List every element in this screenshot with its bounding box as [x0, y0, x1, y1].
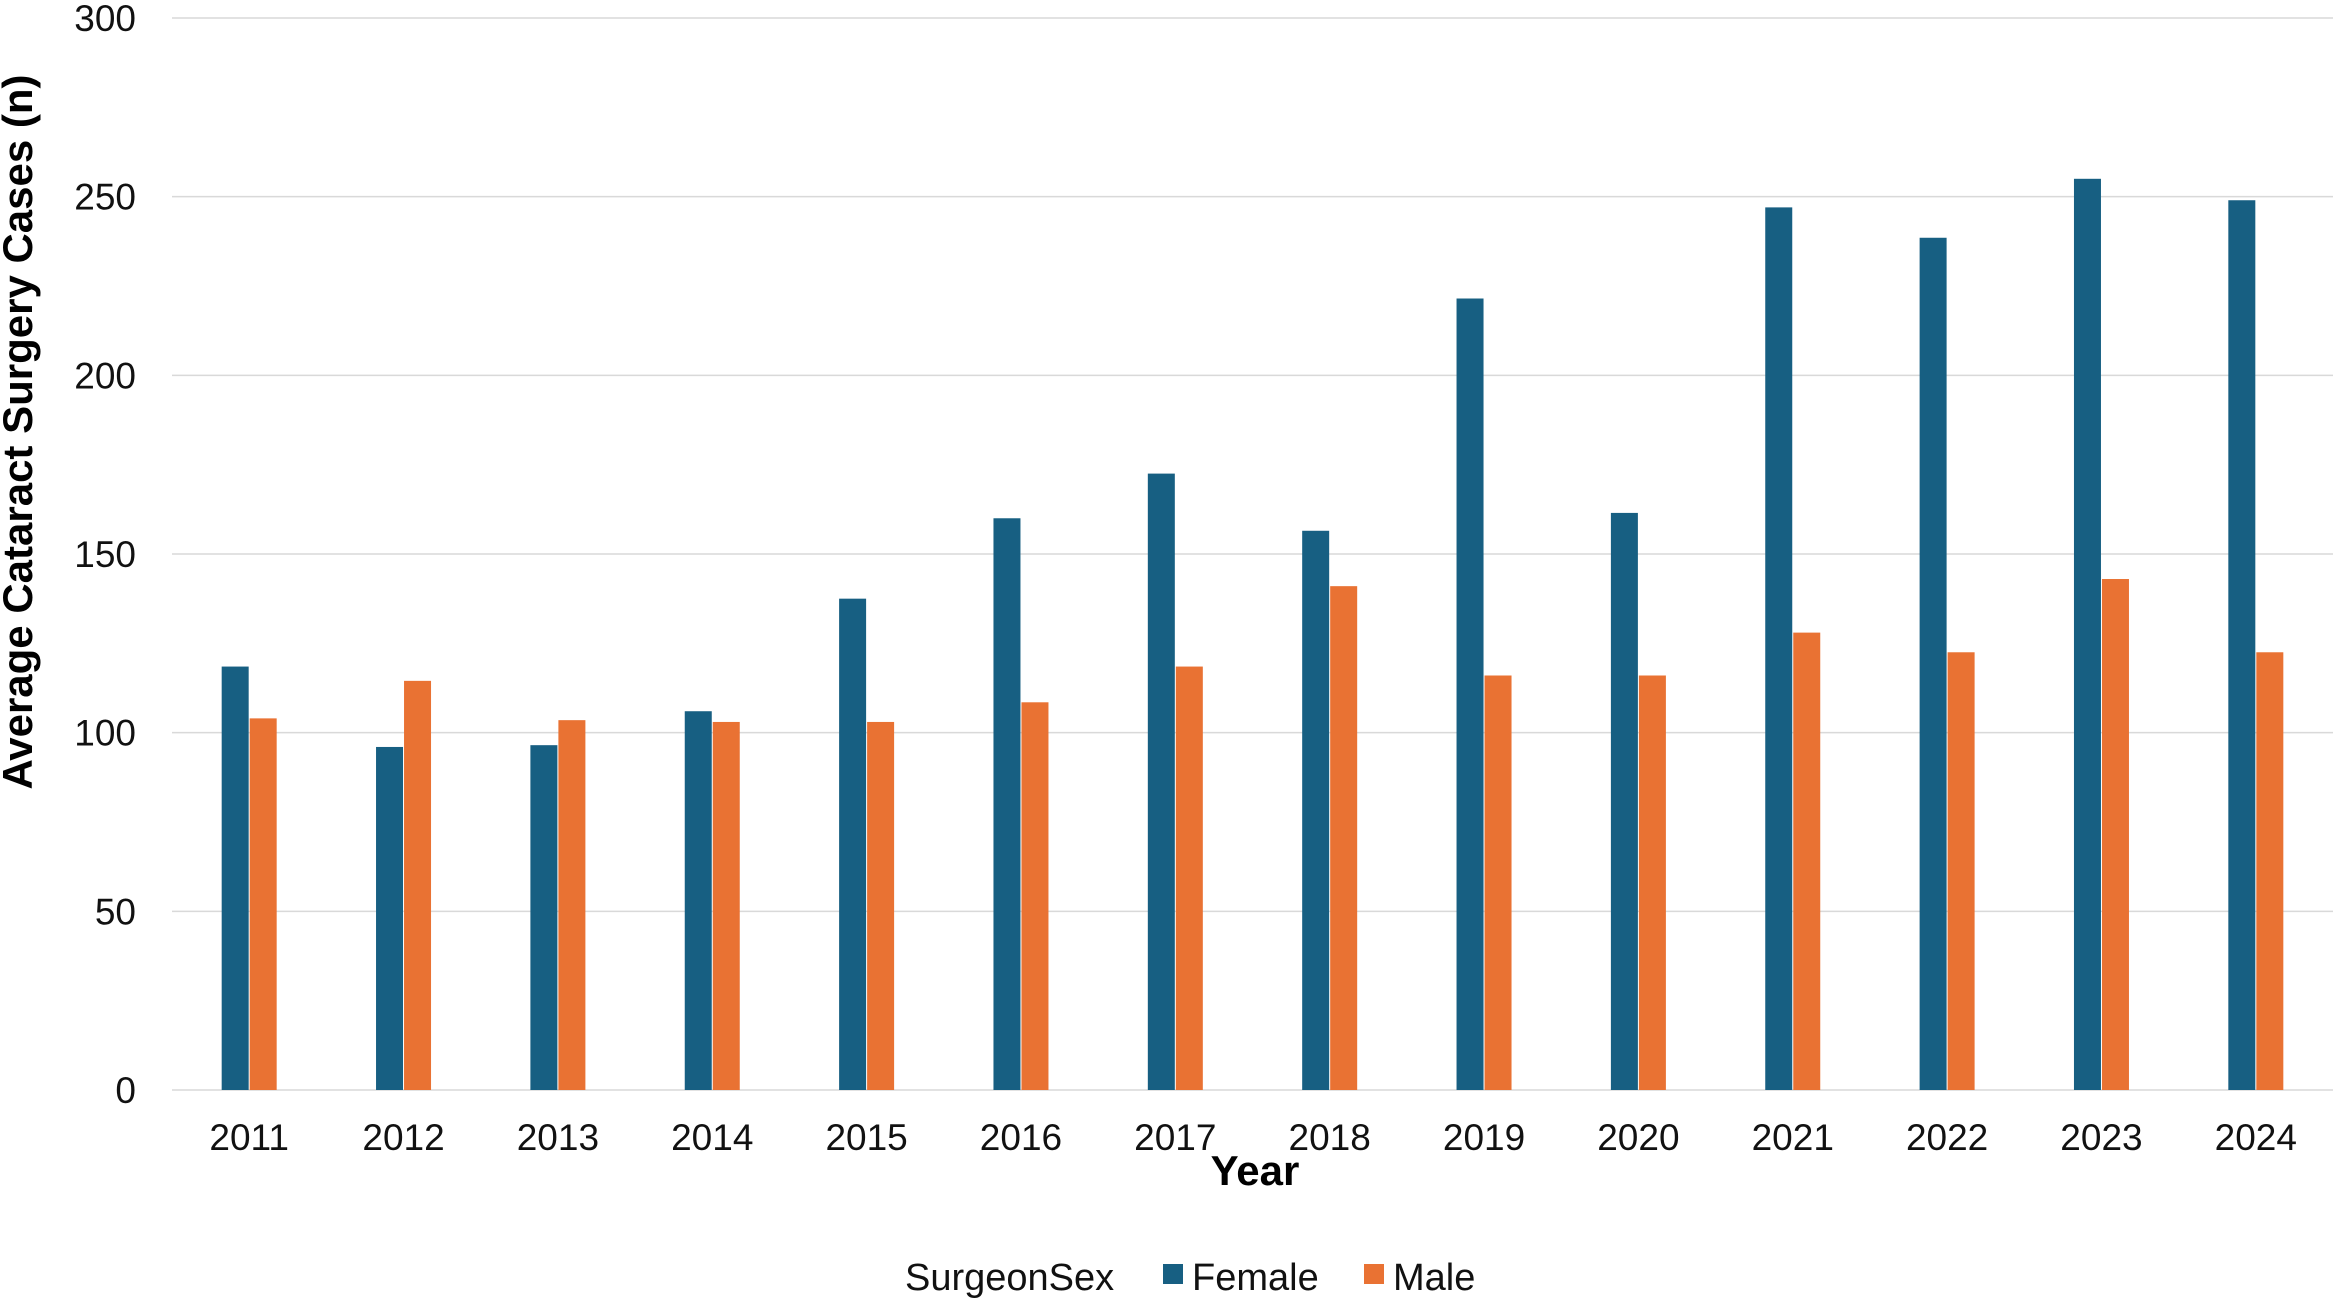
bar-male-2012 — [404, 680, 432, 1090]
x-tick-label: 2019 — [1443, 1117, 1525, 1158]
x-tick-label: 2014 — [671, 1117, 753, 1158]
bar-male-2014 — [712, 721, 740, 1090]
y-tick-label: 300 — [74, 0, 136, 39]
bar-male-2016 — [1021, 702, 1049, 1090]
legend: SurgeonSex Female Male — [905, 1257, 1475, 1299]
y-axis-ticks: 0 50 100 150 200 250 300 — [74, 0, 136, 1111]
gridlines — [172, 17, 2333, 1091]
x-tick-label: 2021 — [1752, 1117, 1834, 1158]
bar-male-2011 — [249, 718, 277, 1090]
bar-female-2019 — [1456, 298, 1484, 1090]
bar-female-2020 — [1610, 512, 1638, 1090]
x-tick-label: 2024 — [2215, 1117, 2297, 1158]
bar-male-2019 — [1484, 675, 1512, 1090]
y-tick-label: 200 — [74, 355, 136, 396]
bar-female-2024 — [2228, 200, 2256, 1091]
x-axis-ticks: 2011 2012 2013 2014 2015 2016 2017 2018 2019 2020… — [209, 1117, 2297, 1158]
y-tick-label: 50 — [95, 891, 136, 932]
y-tick-label: 0 — [115, 1070, 136, 1111]
y-tick-label: 100 — [74, 713, 136, 754]
bar-male-2021 — [1793, 632, 1821, 1090]
bar-male-2015 — [867, 721, 895, 1090]
bar-female-2018 — [1302, 530, 1330, 1090]
bar-female-2013 — [530, 745, 558, 1090]
x-tick-label: 2016 — [980, 1117, 1062, 1158]
bar-female-2015 — [839, 598, 867, 1090]
x-tick-label: 2022 — [1906, 1117, 1988, 1158]
bar-female-2012 — [376, 746, 404, 1090]
bar-male-2020 — [1638, 675, 1666, 1090]
x-tick-label: 2012 — [362, 1117, 444, 1158]
bar-male-2018 — [1330, 586, 1358, 1090]
bar-male-2024 — [2256, 652, 2284, 1090]
x-tick-label: 2020 — [1597, 1117, 1679, 1158]
bar-male-2023 — [2101, 579, 2129, 1090]
x-axis-title: Year — [1211, 1147, 1300, 1194]
bar-female-2023 — [2073, 178, 2101, 1091]
x-tick-label: 2011 — [209, 1117, 289, 1158]
bar-male-2017 — [1175, 666, 1203, 1090]
legend-swatch-female — [1163, 1264, 1183, 1284]
bar-female-2017 — [1147, 473, 1175, 1091]
legend-label-female: Female — [1192, 1257, 1319, 1299]
y-tick-label: 250 — [74, 177, 136, 218]
legend-title: SurgeonSex — [905, 1257, 1114, 1299]
y-tick-label: 150 — [74, 534, 136, 575]
legend-label-male: Male — [1393, 1257, 1475, 1299]
bar-female-2011 — [221, 666, 249, 1090]
bar-female-2021 — [1765, 207, 1793, 1091]
bars — [221, 178, 2284, 1091]
y-axis-title: Average Cataract Surgery Cases (n) — [0, 74, 41, 789]
legend-swatch-male — [1364, 1264, 1384, 1284]
bar-female-2014 — [684, 711, 712, 1090]
bar-male-2022 — [1947, 652, 1975, 1090]
x-tick-label: 2017 — [1134, 1117, 1216, 1158]
x-tick-label: 2018 — [1289, 1117, 1371, 1158]
bar-male-2013 — [558, 720, 586, 1090]
bar-female-2016 — [993, 518, 1021, 1090]
bar-female-2022 — [1919, 237, 1947, 1090]
x-tick-label: 2013 — [517, 1117, 599, 1158]
x-tick-label: 2015 — [825, 1117, 907, 1158]
x-tick-label: 2023 — [2060, 1117, 2142, 1158]
